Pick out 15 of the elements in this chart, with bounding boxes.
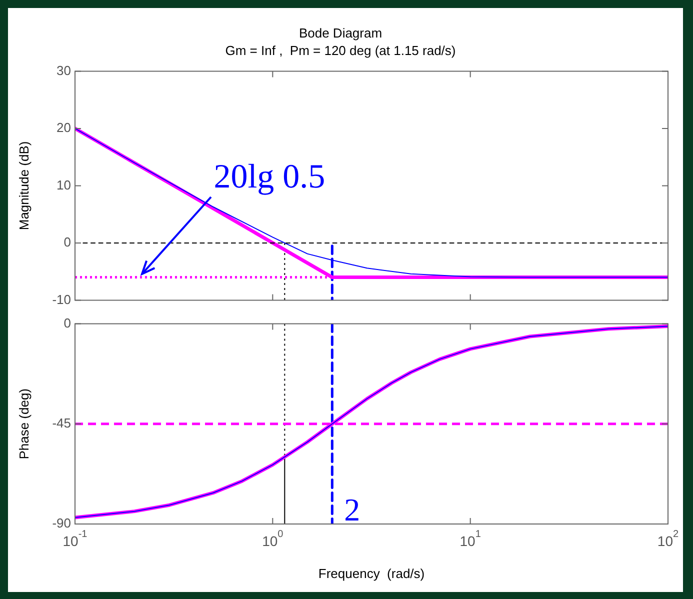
y-tick-label: 20 — [56, 120, 71, 136]
y-tick-label: 30 — [56, 62, 71, 78]
annotation: 20lg 0.5 — [214, 158, 326, 196]
y-tick-label: 10 — [56, 177, 71, 192]
y-tick-label: -90 — [52, 516, 71, 531]
x-axis-title: Frequency (rad/s) — [318, 566, 425, 581]
y-tick-label: -10 — [52, 292, 71, 307]
y-tick-label: 0 — [64, 315, 71, 330]
y-axis-title: Phase (deg) — [16, 388, 32, 460]
chart-title: Bode Diagram — [298, 25, 382, 40]
annotation: 2 — [344, 492, 360, 528]
chart-subtitle: Gm = Inf , Pm = 120 deg (at 1.15 rad/s) — [225, 42, 456, 58]
y-axis-title: Magnitude (dB) — [16, 141, 32, 230]
y-tick-label: 0 — [64, 234, 71, 250]
y-tick-label: -45 — [52, 415, 71, 430]
